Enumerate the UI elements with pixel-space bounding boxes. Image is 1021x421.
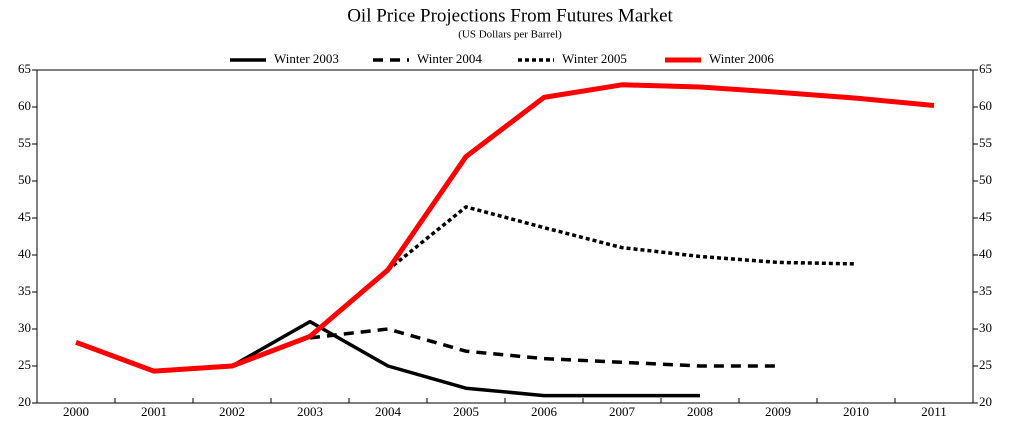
x-tick-label: 2010 — [843, 404, 869, 419]
series-line — [309, 327, 778, 368]
legend-label: Winter 2006 — [709, 51, 774, 66]
x-tick-label: 2009 — [765, 404, 791, 419]
y2-tick-label: 60 — [979, 98, 992, 113]
y-tick-label: 50 — [18, 172, 31, 187]
series-line — [231, 319, 700, 398]
y2-tick-label: 45 — [979, 209, 992, 224]
y2-tick-label: 35 — [979, 283, 992, 298]
chart-title: Oil Price Projections From Futures Marke… — [347, 5, 673, 26]
y2-tick-label: 55 — [979, 135, 992, 150]
y-tick-label: 60 — [18, 98, 31, 113]
y-tick-label: 35 — [18, 283, 31, 298]
x-tick-label: 2004 — [375, 404, 402, 419]
x-tick-label: 2005 — [453, 404, 479, 419]
series-line — [75, 82, 935, 374]
y-tick-label: 30 — [18, 320, 31, 335]
legend-label: Winter 2005 — [562, 51, 627, 66]
y-tick-label: 20 — [18, 394, 31, 409]
legend-label: Winter 2003 — [274, 51, 339, 66]
chart-subtitle: (US Dollars per Barrel) — [458, 29, 562, 41]
x-tick-label: 2007 — [609, 404, 636, 419]
y-tick-label: 40 — [18, 246, 31, 261]
x-tick-label: 2008 — [687, 404, 713, 419]
x-tick-label: 2011 — [921, 404, 947, 419]
series-line — [386, 205, 857, 272]
x-tick-label: 2003 — [297, 404, 323, 419]
legend-label: Winter 2004 — [417, 51, 482, 66]
x-tick-label: 2000 — [63, 404, 89, 419]
y2-tick-label: 30 — [979, 320, 992, 335]
y-tick-label: 45 — [18, 209, 31, 224]
y-tick-label: 65 — [18, 61, 31, 76]
y2-tick-label: 20 — [979, 394, 992, 409]
y-tick-label: 25 — [18, 357, 31, 372]
y2-tick-label: 40 — [979, 246, 992, 261]
y2-tick-label: 50 — [979, 172, 992, 187]
x-tick-label: 2001 — [141, 404, 167, 419]
x-tick-label: 2006 — [531, 404, 558, 419]
x-tick-label: 2002 — [219, 404, 245, 419]
y2-tick-label: 25 — [979, 357, 992, 372]
y2-tick-label: 65 — [979, 61, 992, 76]
y-tick-label: 55 — [18, 135, 31, 150]
